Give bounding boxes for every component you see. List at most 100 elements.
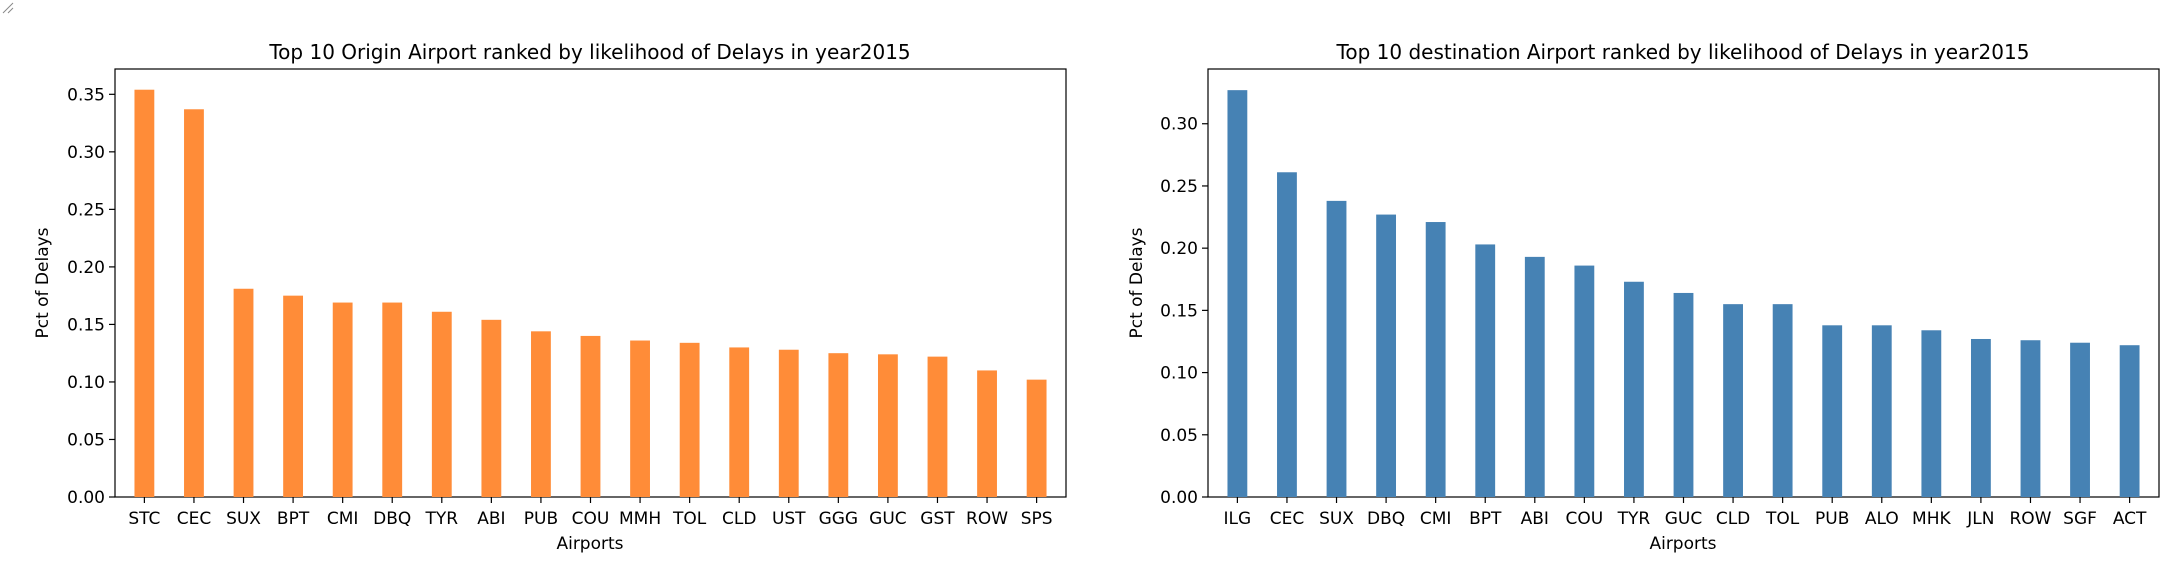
x-tick-label: CLD <box>1716 509 1750 529</box>
x-axis-label: Airports <box>556 534 623 554</box>
bar-sux <box>1326 200 1347 497</box>
x-tick-label: CMI <box>1420 509 1452 529</box>
bar-pub <box>531 331 551 497</box>
bar-mmh <box>630 340 650 497</box>
x-tick-label: UST <box>772 509 806 529</box>
bar-guc <box>1673 292 1694 497</box>
bar-tol <box>1772 304 1793 497</box>
y-tick-label: 0.05 <box>1160 426 1198 446</box>
x-tick-label: GGG <box>819 509 859 529</box>
x-tick-label: BPT <box>1469 509 1502 529</box>
x-tick-label: TOL <box>672 509 707 529</box>
bar-cou <box>580 335 601 497</box>
x-axis-label: Airports <box>1649 534 1716 554</box>
bar-sps <box>1026 379 1047 497</box>
x-tick-label: CEC <box>1270 509 1304 529</box>
bar-act <box>2119 345 2140 497</box>
bar-row <box>977 370 997 497</box>
x-tick-label: ABI <box>477 509 505 529</box>
bar-sux <box>233 288 254 497</box>
y-tick-label: 0.05 <box>67 430 105 450</box>
bar-ilg <box>1227 90 1248 498</box>
bar-cmi <box>332 302 353 497</box>
bar-cld <box>1723 304 1743 497</box>
bar-sgf <box>2070 342 2090 497</box>
y-tick-label: 0.00 <box>67 488 105 508</box>
y-tick-label: 0.30 <box>1160 115 1198 135</box>
y-axis: 0.00 0.05 0.10 0.15 0.20 0.25 0.30 0.35 <box>67 85 115 508</box>
y-tick-label: 0.00 <box>1160 488 1198 508</box>
bar-ust <box>778 349 799 497</box>
x-tick-label: ACT <box>2113 509 2147 529</box>
x-tick-label: CLD <box>722 509 756 529</box>
chart-title: Top 10 destination Airport ranked by lik… <box>1336 40 2030 64</box>
bar-mhk <box>1921 330 1942 497</box>
bar-tyr <box>431 311 452 497</box>
x-tick-label: ALO <box>1865 509 1899 529</box>
bar-bpt <box>1475 244 1496 497</box>
x-tick-label: MMH <box>619 509 661 529</box>
bar-series <box>134 89 1047 498</box>
bar-dbq <box>1376 214 1397 497</box>
bar-series <box>1227 90 2140 498</box>
x-tick-label: COU <box>572 509 610 529</box>
x-tick-label: ABI <box>1521 509 1549 529</box>
y-tick-label: 0.25 <box>67 200 105 220</box>
x-tick-label: TYR <box>424 509 458 529</box>
x-tick-label: DBQ <box>1367 509 1405 529</box>
x-tick-label: MHK <box>1912 509 1951 529</box>
x-axis: STC CEC SUX BPT CMI DBQ TYR ABI PUB COU MMH TOL CLD U… <box>128 497 1053 529</box>
x-tick-label: JLN <box>1966 509 1994 529</box>
y-tick-label: 0.20 <box>1160 239 1198 259</box>
x-tick-label: SPS <box>1021 509 1053 529</box>
bar-abi <box>1524 256 1545 497</box>
bar-cec <box>184 109 204 498</box>
x-tick-label: PUB <box>524 509 558 529</box>
bar-bpt <box>283 295 304 497</box>
bar-stc <box>134 89 155 497</box>
resize-grip-icon[interactable] <box>0 0 14 14</box>
y-axis: 0.00 0.05 0.10 0.15 0.20 0.25 0.30 <box>1160 115 1208 508</box>
bar-guc <box>877 354 898 497</box>
bar-row <box>2020 340 2041 497</box>
x-tick-label: GST <box>920 509 955 529</box>
y-tick-label: 0.25 <box>1160 177 1198 197</box>
bar-dbq <box>382 302 403 497</box>
bar-abi <box>481 319 502 497</box>
x-axis: ILG CEC SUX DBQ CMI BPT ABI COU TYR GUC CLD TOL PUB A… <box>1224 497 2147 529</box>
x-tick-label: DBQ <box>373 509 411 529</box>
bar-pub <box>1822 325 1843 497</box>
bar-cld <box>729 347 750 497</box>
y-tick-label: 0.15 <box>1160 301 1198 321</box>
x-tick-label: COU <box>1566 509 1604 529</box>
y-axis-label: Pct of Delays <box>1127 227 1147 338</box>
x-tick-label: CEC <box>177 509 211 529</box>
x-tick-label: ILG <box>1224 509 1252 529</box>
y-tick-label: 0.10 <box>1160 364 1198 384</box>
chart-destination: Top 10 destination Airport ranked by lik… <box>1127 40 2160 554</box>
bar-cec <box>1277 172 1297 497</box>
x-tick-label: GUC <box>1665 509 1703 529</box>
y-tick-label: 0.30 <box>67 143 105 163</box>
x-tick-label: ROW <box>966 509 1008 529</box>
bar-gst <box>927 356 948 497</box>
bar-tyr <box>1624 281 1644 497</box>
y-tick-label: 0.10 <box>67 373 105 393</box>
bar-cmi <box>1425 222 1446 497</box>
x-tick-label: ROW <box>2009 509 2051 529</box>
y-axis-label: Pct of Delays <box>33 227 53 338</box>
x-tick-label: TYR <box>1617 509 1651 529</box>
x-tick-label: STC <box>128 509 160 529</box>
x-tick-label: SGF <box>2063 509 2097 529</box>
bar-alo <box>1871 325 1892 497</box>
x-tick-label: GUC <box>869 509 907 529</box>
bar-jln <box>1970 338 1991 497</box>
y-tick-label: 0.15 <box>67 315 105 335</box>
y-tick-label: 0.20 <box>67 258 105 278</box>
x-tick-label: SUX <box>226 509 261 529</box>
bar-ggg <box>828 353 849 497</box>
x-tick-label: SUX <box>1319 509 1354 529</box>
bar-tol <box>679 342 700 497</box>
chart-title: Top 10 Origin Airport ranked by likeliho… <box>268 40 910 64</box>
